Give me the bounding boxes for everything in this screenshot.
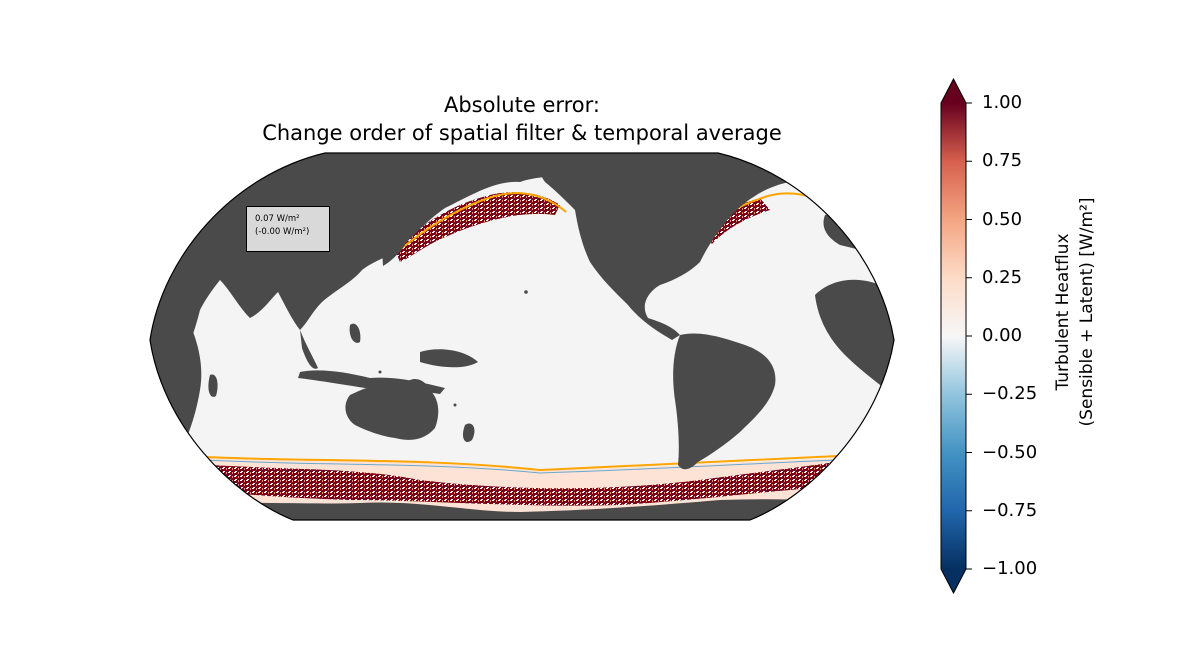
- chart-title-line1: Absolute error:: [443, 93, 600, 117]
- colorbar-tick-label: 0.25: [982, 266, 1023, 288]
- colorbar-tick-label: −0.25: [982, 383, 1038, 405]
- colorbar-gradient: [941, 103, 966, 569]
- colorbar-extend-max: [941, 79, 966, 103]
- eurasia-landmass: [150, 153, 580, 368]
- colorbar-label-line2: (Sensible + Latent) [W/m²]: [1077, 197, 1097, 427]
- australia: [345, 379, 439, 440]
- colorbar-tick-label: −0.75: [982, 499, 1038, 521]
- south-america: [673, 333, 776, 470]
- hawaii-island: [524, 290, 528, 294]
- colorbar-tick-label: 0.50: [982, 208, 1023, 230]
- north-america: [537, 153, 817, 340]
- colorbar-tick-label: 0.00: [982, 325, 1023, 346]
- colorbar-tick-label: 0.75: [982, 150, 1023, 172]
- map-boundary: [149, 152, 895, 521]
- southern-ocean-orange-contour: [204, 455, 839, 472]
- new-guinea: [420, 349, 478, 368]
- kuroshio-orange-contour: [384, 192, 567, 263]
- colorbar-label-line1: Turbulent Heatflux: [1053, 233, 1073, 391]
- pacific-island: [378, 370, 382, 374]
- pacific-island: [453, 403, 457, 407]
- colorbar-extend-min: [941, 569, 966, 593]
- colorbar-tick-label: 1.00: [982, 92, 1023, 113]
- new-zealand: [462, 423, 475, 443]
- southern-ocean-blue-contour: [204, 459, 839, 474]
- stats-box: 0.07 W/m² (-0.00 W/m²): [246, 206, 330, 252]
- madagascar: [208, 374, 218, 397]
- kuroshio-error-region: [395, 192, 560, 262]
- stats-mean-bias: (-0.00 W/m²): [255, 227, 310, 237]
- philippines: [349, 323, 361, 343]
- stats-mean-error: 0.07 W/m²: [255, 214, 300, 224]
- southeast-asia-peninsula: [300, 330, 318, 369]
- colorbar-tick-label: −1.00: [982, 558, 1038, 579]
- southern-ocean-strong-error: [210, 462, 835, 506]
- colorbar: [940, 77, 972, 595]
- colorbar-tick-label: −0.50: [982, 441, 1038, 463]
- colorbar-ticks: [966, 102, 972, 570]
- chart-title-line2: Change order of spatial filter & tempora…: [262, 121, 782, 145]
- world-map: [150, 153, 894, 520]
- colorbar-label: Turbulent Heatflux (Sensible + Latent) […: [1051, 132, 1099, 492]
- africa-west: [815, 279, 894, 400]
- japan-islands: [382, 239, 405, 266]
